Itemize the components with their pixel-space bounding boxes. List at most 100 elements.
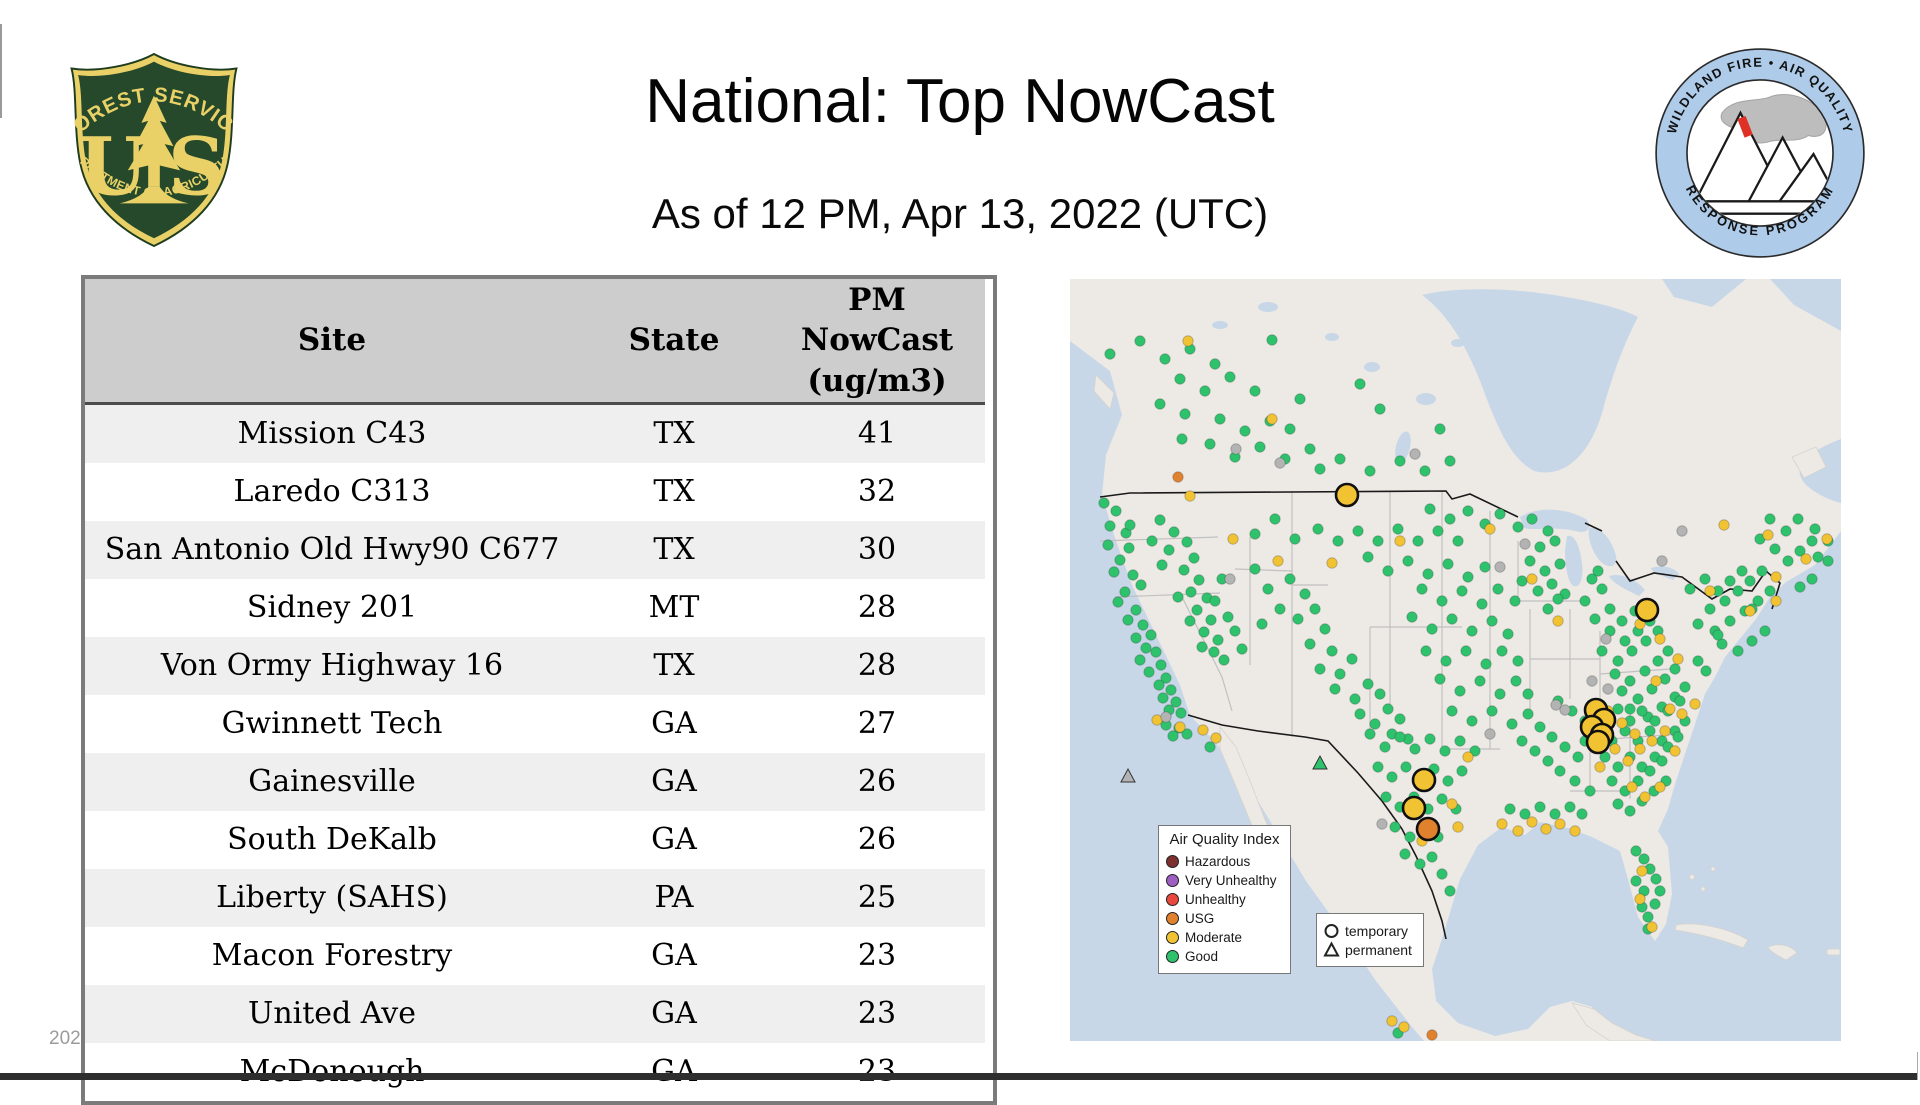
monitor-dot — [1716, 638, 1728, 650]
top-nowcast-marker — [1334, 482, 1360, 508]
monitor-dot — [1426, 851, 1438, 863]
monitor-dot — [1199, 385, 1211, 397]
monitor-dot — [1452, 535, 1464, 547]
monitor-dot — [1624, 805, 1636, 817]
monitor-dot — [1712, 629, 1724, 641]
monitor-dot — [1159, 353, 1171, 365]
monitor-dot — [1676, 525, 1688, 537]
aqi-color-dot-icon — [1166, 950, 1179, 963]
monitor-dot — [1684, 583, 1696, 595]
monitor-dot — [1414, 858, 1426, 870]
monitor-dot — [1326, 557, 1338, 569]
monitor-dot — [1634, 893, 1646, 905]
slide-left-edge-line — [0, 24, 2, 118]
monitor-dot — [1809, 523, 1821, 535]
monitor-dot — [1444, 513, 1456, 525]
monitor-dot — [1104, 348, 1116, 360]
aqi-legend-items: Hazardous Very Unhealthy Unhealthy USG Moder… — [1166, 852, 1283, 966]
monitor-dot — [1616, 685, 1628, 697]
monitor-dot — [1456, 585, 1468, 597]
aqi-map: Air Quality Index Hazardous Very Unhealth… — [1070, 279, 1841, 1041]
monitor-dot — [1108, 566, 1120, 578]
monitor-dot — [1334, 453, 1346, 465]
monitor-dot — [1119, 586, 1131, 598]
monitor-dot — [1486, 705, 1498, 717]
monitor-dot — [1312, 523, 1324, 535]
monitor-dot — [1422, 568, 1434, 580]
monitor-dot — [1352, 525, 1364, 537]
table-row: McDonough GA 23 — [85, 1042, 985, 1101]
monitor-dot — [1462, 751, 1474, 763]
monitor-dot — [1182, 335, 1194, 347]
monitor-dot — [1509, 595, 1521, 607]
monitor-dot — [1412, 535, 1424, 547]
monitor-dot — [1218, 654, 1230, 666]
monitor-dot — [1480, 658, 1492, 670]
table-row: Macon Forestry GA 23 — [85, 926, 985, 985]
monitor-dot — [1552, 593, 1564, 605]
monitor-dot — [1168, 526, 1180, 538]
monitor-dot — [1440, 655, 1452, 667]
monitor-dot — [1512, 825, 1524, 837]
monitor-dot — [1135, 579, 1147, 591]
monitor-dot — [1632, 693, 1644, 705]
monitor-dot — [1102, 539, 1114, 551]
monitor-dot — [1386, 771, 1398, 783]
forest-service-logo: FOREST SERVICE U S DEPARTMENT OF AGRICUL… — [57, 42, 238, 248]
pine-tree-icon — [119, 95, 189, 204]
monitor-dot — [1494, 688, 1506, 700]
monitor-dot — [1205, 614, 1217, 626]
monitor-dot — [1249, 528, 1261, 540]
monitor-dot — [1654, 781, 1666, 793]
monitor-dot — [1122, 614, 1134, 626]
monitor-dot — [1534, 721, 1546, 733]
aqi-legend-item: Good — [1166, 947, 1283, 966]
monitor-dot — [1444, 455, 1456, 467]
monitor-dot — [1130, 632, 1142, 644]
monitor-dot — [1230, 443, 1242, 455]
monitor-dot — [1732, 585, 1744, 597]
monitor-dot — [1602, 683, 1614, 695]
monitor-dot — [1104, 520, 1116, 532]
monitor-dot — [1380, 791, 1392, 803]
col-header-pm-nowcast: PM NowCast (ug/m3) — [769, 279, 985, 405]
top-nowcast-marker — [1411, 767, 1437, 793]
monitor-dot — [1546, 731, 1558, 743]
monitor-dot — [1406, 611, 1418, 623]
monitor-dot — [1764, 513, 1776, 525]
monitor-dot — [1326, 645, 1338, 657]
monitor-dot — [1446, 613, 1458, 625]
monitor-dot — [1446, 705, 1458, 717]
monitor-dot — [1522, 708, 1534, 720]
monitor-dot — [1224, 371, 1236, 383]
table-header-row: Site State PM NowCast (ug/m3) — [85, 279, 985, 405]
monitor-dot — [1484, 728, 1496, 740]
monitor-dot — [1770, 595, 1782, 607]
monitor-dot — [1800, 553, 1812, 565]
monitor-dot — [1143, 666, 1155, 678]
monitor-dot — [1732, 645, 1744, 657]
monitor-dot — [1466, 625, 1478, 637]
aqi-color-dot-icon — [1166, 874, 1179, 887]
monitor-dot — [1184, 490, 1196, 502]
monitor-dot — [1504, 803, 1516, 815]
monitor-dot — [1606, 775, 1618, 787]
monitor-dot — [1526, 513, 1538, 525]
monitor-dot — [1644, 765, 1656, 777]
monitor-dot — [1294, 393, 1306, 405]
monitor-dot — [1476, 598, 1488, 610]
bottom-right-corner-line — [1917, 1052, 1918, 1080]
monitor-dot — [1249, 385, 1261, 397]
monitor-dot — [1110, 505, 1122, 517]
monitor-dot — [1304, 443, 1316, 455]
col-header-site: Site — [85, 279, 579, 405]
monitor-dot — [1764, 585, 1776, 597]
monitor-dot — [1334, 668, 1346, 680]
monitor-dot — [1137, 619, 1149, 631]
monitor-dot — [1434, 423, 1446, 435]
monitor-dot — [1689, 698, 1701, 710]
monitor-dot — [1392, 523, 1404, 535]
monitor-dot — [1579, 595, 1591, 607]
monitor-dot — [1181, 536, 1193, 548]
monitor-dot — [1624, 675, 1636, 687]
